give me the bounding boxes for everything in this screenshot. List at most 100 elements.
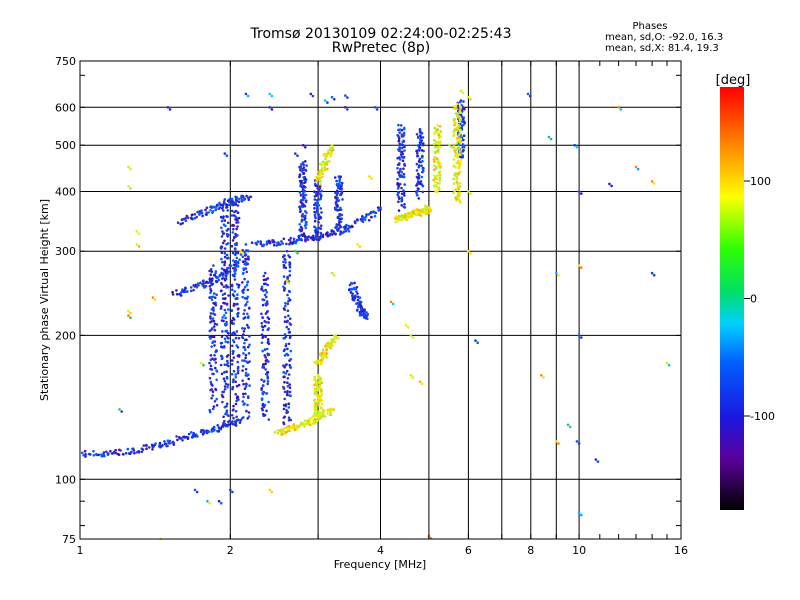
data-point [208,269,211,273]
data-point [580,192,583,195]
data-point [200,209,203,212]
data-point [416,187,420,190]
data-point [284,335,288,339]
data-point [225,229,229,232]
data-point [429,208,433,212]
data-point [242,291,245,295]
data-point [283,333,287,336]
data-point [288,255,292,259]
data-point [304,186,307,189]
data-point [298,191,302,194]
data-point [356,301,359,305]
data-point [264,362,268,365]
data-point [283,397,287,401]
data-point [242,312,246,316]
data-point [457,165,461,169]
data-point [379,206,382,209]
data-point [261,328,265,332]
data-point [326,101,329,104]
data-point [241,255,245,258]
data-point [230,214,234,217]
data-point [301,234,305,237]
data-point [302,176,306,179]
data-point [231,231,235,234]
data-point [321,348,325,352]
data-point [181,439,184,442]
data-point [190,216,193,220]
data-point [237,197,241,201]
data-point [356,243,360,246]
data-point [608,182,611,186]
data-point [154,442,157,445]
data-point [348,283,352,287]
data-point [198,213,201,216]
data-point [221,297,225,300]
data-point [330,95,334,99]
data-point [438,176,442,180]
data-point [301,212,305,216]
data-point [222,209,225,212]
data-point [344,94,347,97]
data-point [209,320,212,324]
data-point [247,255,250,259]
data-point [232,227,235,231]
data-point [566,423,570,427]
data-point [403,206,407,209]
data-point [298,234,302,237]
data-point [317,221,320,224]
data-point [288,363,292,367]
data-point [179,222,182,226]
data-point [412,211,416,215]
data-point [242,403,245,406]
data-point [294,241,298,245]
data-point [212,325,216,328]
data-point [461,91,465,95]
data-point [193,213,197,216]
data-point [436,174,439,177]
data-point [415,208,419,211]
data-point [307,420,311,423]
data-point [469,252,472,255]
data-point [224,382,228,386]
data-point [209,273,213,276]
data-point [296,252,299,255]
data-point [287,406,291,409]
data-point [333,340,337,344]
data-point [316,209,320,213]
data-point [245,270,249,274]
data-point [240,198,244,202]
data-point [276,429,280,432]
data-point [282,266,286,269]
data-point [568,425,572,429]
axis-ticks [79,61,682,539]
data-point [237,418,240,422]
data-point [221,400,224,404]
data-point [242,198,246,202]
data-point [311,94,315,98]
data-point [438,145,442,148]
data-point [338,233,342,236]
data-point [282,285,285,289]
data-point [403,149,406,152]
data-point [267,400,270,404]
data-point [195,215,199,219]
data-point [261,391,265,394]
data-point [233,278,237,281]
data-point [255,243,258,246]
data-point [225,253,229,257]
data-point [205,430,209,434]
data-point [438,188,441,191]
data-point [317,212,320,216]
data-point [299,199,303,202]
data-point [400,155,404,159]
data-point [298,205,302,209]
data-point [215,280,218,284]
data-point [397,200,400,204]
data-point [439,130,443,133]
data-point [213,344,216,347]
data-point [89,453,92,456]
data-point [403,194,406,197]
data-point [549,137,553,141]
data-point [262,363,265,366]
data-point [317,399,320,403]
